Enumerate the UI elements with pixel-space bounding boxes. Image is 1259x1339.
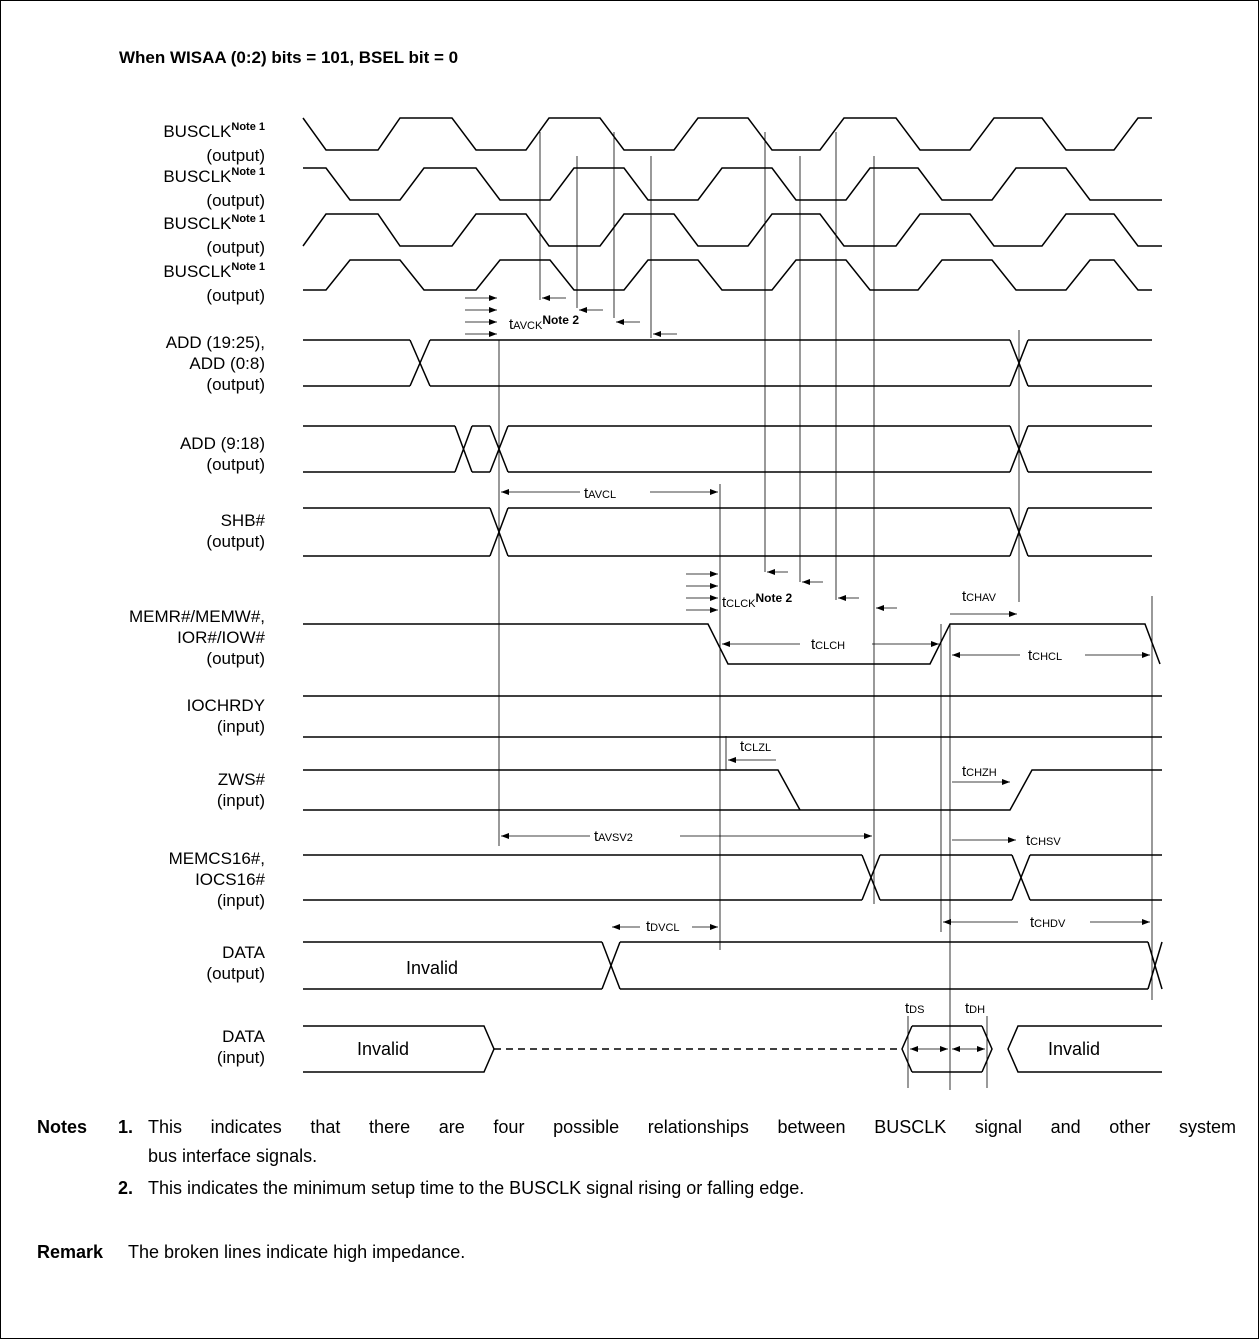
data-input-invalid-left-label: Invalid	[357, 1039, 410, 1059]
note-1-number: 1.	[118, 1117, 134, 1137]
timing-chav: tCHAV	[962, 588, 996, 605]
label-shb: SHB# (output)	[206, 511, 265, 551]
shb-wave	[303, 507, 1152, 557]
timing-clch: tCLCH	[811, 636, 846, 653]
memcs16-wave	[303, 854, 1162, 901]
busclk-4-wave	[303, 259, 1152, 291]
diagram-title: When WISAA (0:2) bits = 101, BSEL bit = …	[119, 48, 459, 67]
label-add-9-18: ADD (9:18) (output)	[179, 434, 265, 474]
busclk-3-wave	[302, 213, 1162, 247]
label-busclk-2: BUSCLKNote 1 (output)	[163, 166, 265, 210]
label-busclk-4: BUSCLKNote 1 (output)	[163, 261, 265, 305]
timing-avsv2: tAVSV2	[594, 828, 633, 845]
label-data-output: DATA (output)	[206, 943, 265, 983]
iochrdy-wave	[303, 695, 1162, 738]
memr-memw-wave	[303, 623, 1161, 665]
timing-dh: tDH	[965, 1000, 986, 1017]
remark-label: Remark	[37, 1242, 104, 1262]
label-iochrdy: IOCHRDY (input)	[186, 696, 265, 736]
data-output-wave	[303, 941, 1163, 990]
timing-avck: tAVCKNote 2	[509, 313, 579, 333]
notes-heading: Notes	[37, 1117, 88, 1137]
timing-clck: tCLCKNote 2	[722, 591, 793, 611]
data-input-invalid-right-label: Invalid	[1048, 1039, 1101, 1059]
label-memr-memw: MEMR#/MEMW#, IOR#/IOW# (output)	[129, 607, 265, 668]
zws-wave	[303, 769, 1162, 811]
note-1-text-line1: This indicates that there are four possi…	[148, 1117, 1236, 1137]
timing-clzl: tCLZL	[740, 738, 772, 755]
timing-chcl: tCHCL	[1028, 647, 1063, 664]
timing-avcl: tAVCL	[584, 485, 617, 502]
note-1-text-line2: bus interface signals.	[148, 1146, 318, 1166]
timing-arrows	[465, 295, 1150, 1052]
label-memcs16: MEMCS16#, IOCS16# (input)	[168, 849, 265, 910]
label-busclk-3: BUSCLKNote 1 (output)	[163, 213, 265, 257]
add-19-25-wave	[303, 339, 1152, 387]
reference-lines	[498, 132, 1153, 1090]
timing-dvcl: tDVCL	[646, 918, 680, 935]
timing-ds: tDS	[905, 1000, 925, 1017]
timing-chdv: tCHDV	[1030, 914, 1066, 931]
add-9-18-wave	[303, 425, 1152, 473]
remark-text: The broken lines indicate high impedance…	[128, 1242, 466, 1262]
busclk-1-wave	[302, 117, 1152, 151]
label-add-19-25: ADD (19:25), ADD (0:8) (output)	[165, 333, 265, 394]
data-input-wave	[303, 1025, 1162, 1073]
label-zws: ZWS# (input)	[216, 770, 265, 810]
note-2-text: This indicates the minimum setup time to…	[148, 1178, 805, 1198]
label-busclk-1: BUSCLKNote 1 (output)	[163, 121, 265, 165]
busclk-2-wave	[303, 167, 1162, 201]
timing-chsv: tCHSV	[1026, 832, 1061, 849]
note-2-number: 2.	[118, 1178, 134, 1198]
label-data-input: DATA (input)	[216, 1027, 265, 1067]
timing-chzh: tCHZH	[962, 763, 997, 780]
data-output-invalid-label: Invalid	[406, 958, 459, 978]
